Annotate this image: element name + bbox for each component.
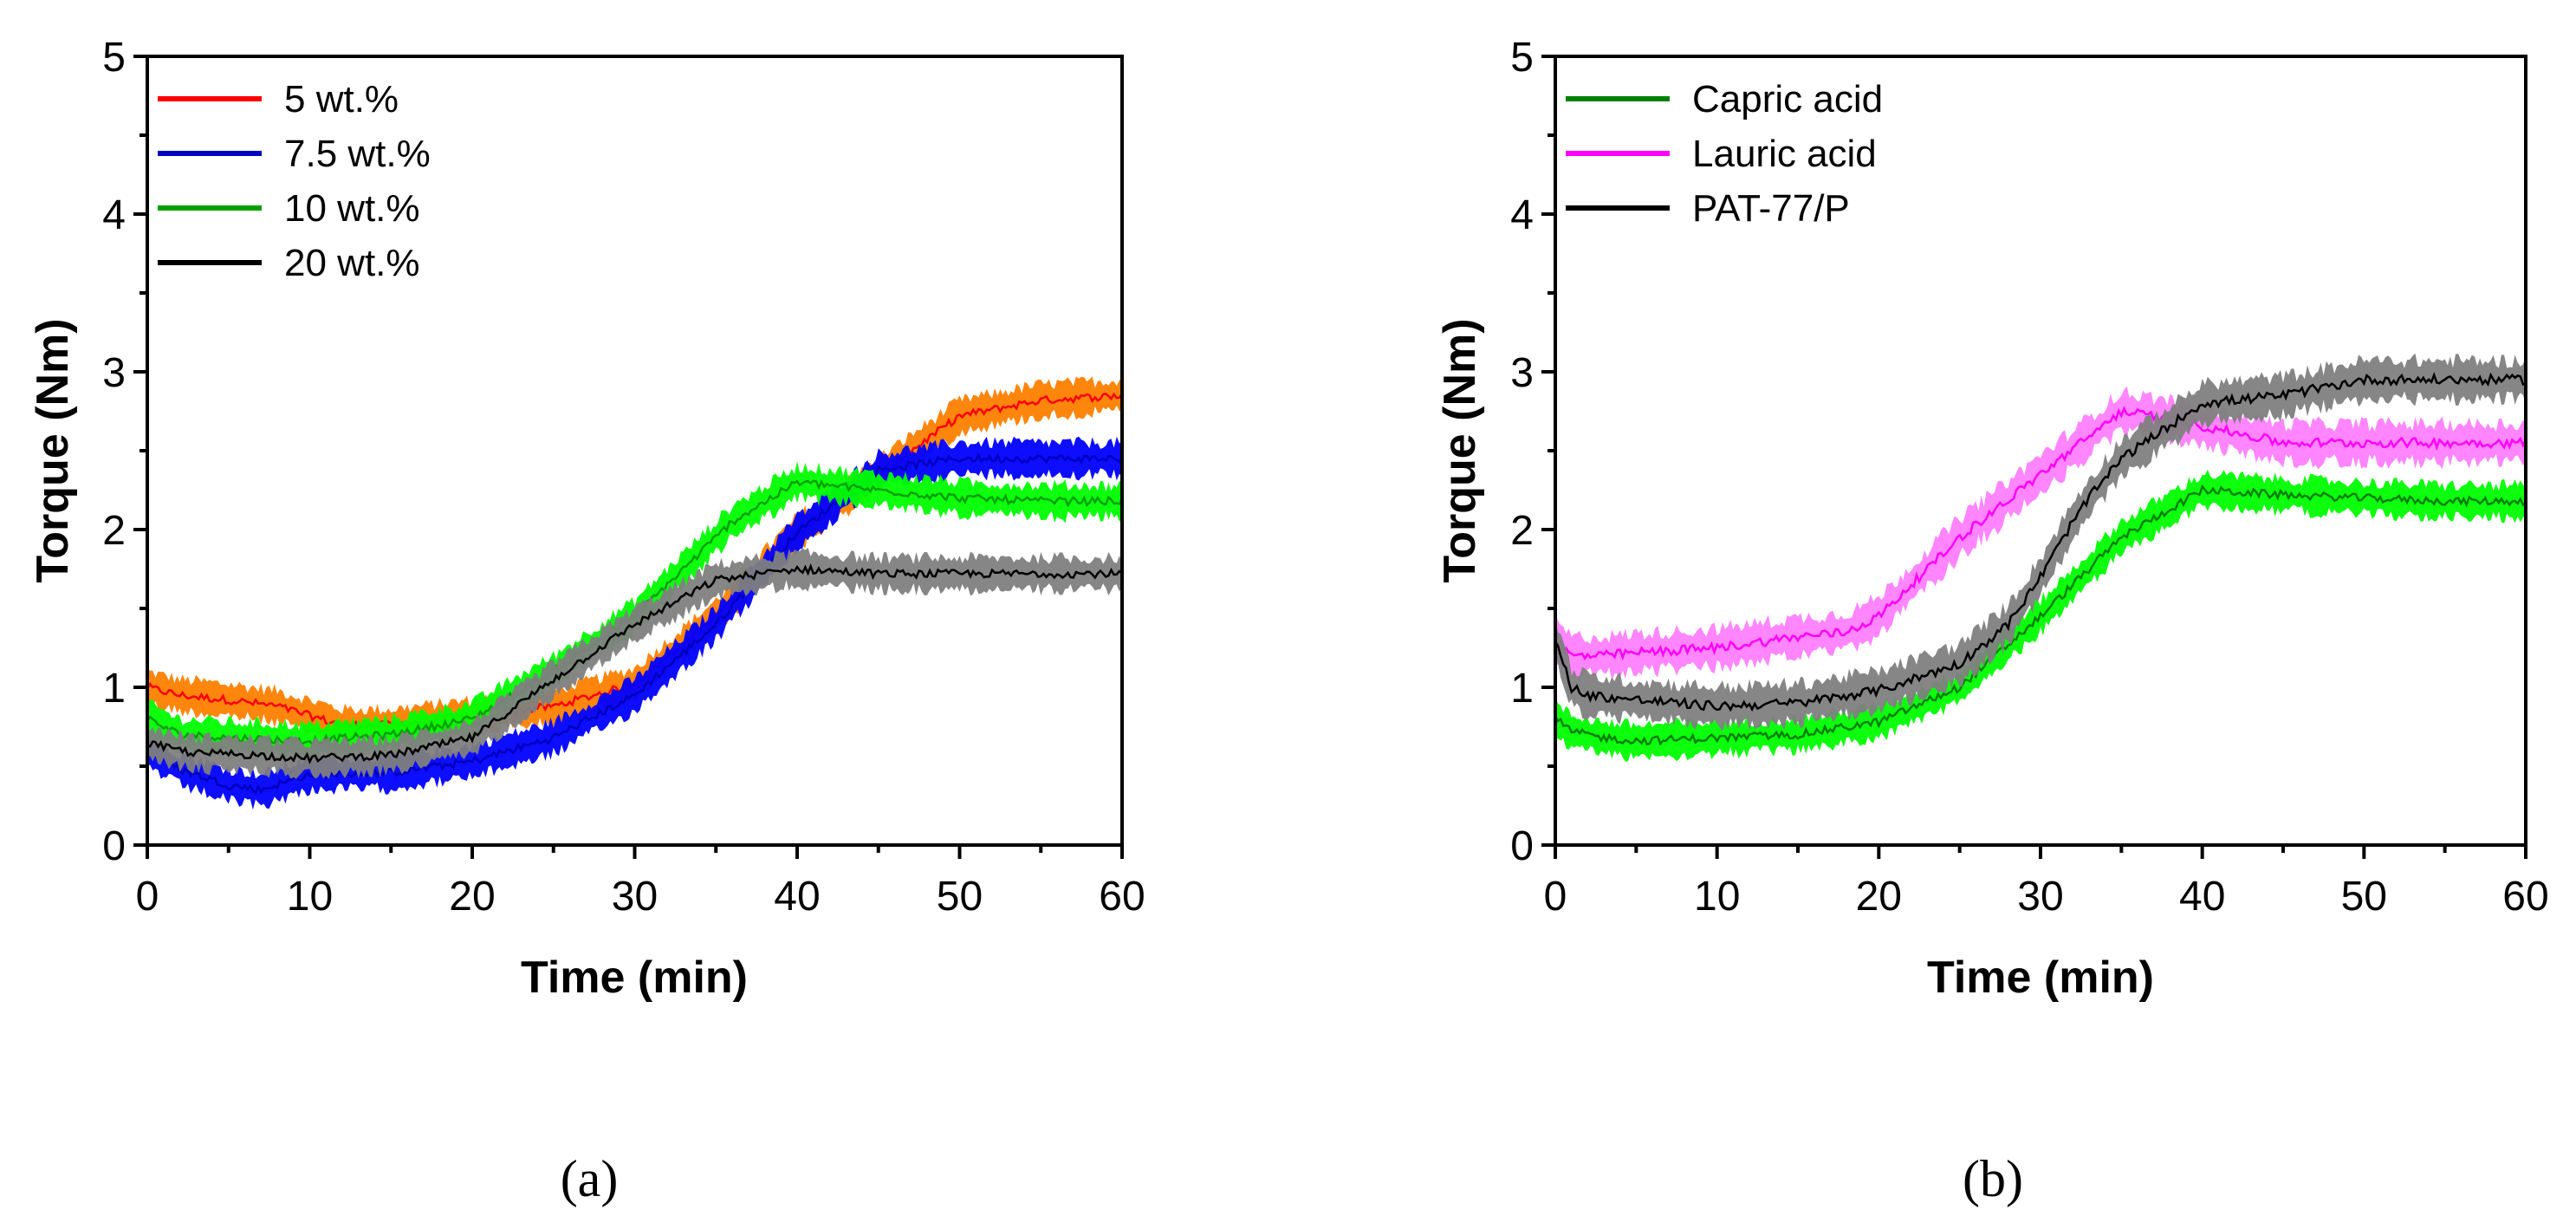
series-line-a-3 — [146, 562, 1123, 764]
x-tick-label: 20 — [449, 874, 495, 920]
y-tick-label: 3 — [102, 350, 126, 396]
x-tick-label: 50 — [2341, 874, 2387, 920]
plot-area-b — [1554, 353, 2527, 762]
axis-ticks-b — [1541, 55, 2527, 859]
plot-area-a — [146, 376, 1124, 810]
y-tick-label: 3 — [1510, 350, 1534, 396]
series-line-b-2 — [1554, 372, 2527, 712]
y-tick-label: 0 — [1510, 823, 1534, 869]
series-band-b-2 — [1555, 353, 2526, 732]
series-band-b-1 — [1555, 386, 2526, 681]
y-tick-label: 4 — [1510, 192, 1534, 238]
x-tick-label: 10 — [287, 874, 333, 920]
series-line-a-1 — [146, 452, 1124, 795]
y-tick-label: 0 — [102, 823, 126, 869]
x-tick-label: 50 — [937, 874, 983, 920]
series-line-b-0 — [1554, 484, 2527, 746]
legend-label: 7.5 wt.% — [284, 133, 431, 175]
x-tick-label: 40 — [2179, 874, 2225, 920]
x-tick-label: 60 — [1099, 874, 1145, 920]
x-tick-label: 20 — [1856, 874, 1902, 920]
y-tick-label: 5 — [102, 35, 126, 81]
series-band-a-3 — [147, 547, 1122, 779]
x-tick-label: 30 — [2017, 874, 2063, 920]
y-tick-label: 1 — [102, 666, 126, 712]
y-tick-labels-b: 0 1 2 3 4 5 — [1510, 35, 1534, 869]
x-tick-labels-b: 0 10 20 30 40 50 60 — [1544, 874, 2549, 920]
y-tick-labels-a: 0 1 2 3 4 5 — [102, 35, 126, 869]
chart-panel-b: 0 1 2 3 4 5 0 10 20 30 40 50 60 Time (mi… — [1435, 35, 2549, 1207]
legend-label: 5 wt.% — [284, 78, 399, 120]
legend-label: 10 wt.% — [284, 187, 420, 230]
chart-panel-a: 0 1 2 3 4 5 0 10 20 30 40 50 60 Time (mi… — [28, 35, 1145, 1207]
x-tick-label: 0 — [1544, 874, 1567, 920]
y-tick-label: 4 — [102, 192, 126, 238]
panel-caption-b: (b) — [1963, 1150, 2023, 1207]
legend-b: Capric acid Lauric acid PAT-77/P — [1566, 78, 1883, 230]
legend-label: PAT-77/P — [1692, 187, 1850, 230]
x-tick-label: 0 — [136, 874, 159, 920]
legend-label: Lauric acid — [1692, 133, 1877, 175]
legend-label: 20 wt.% — [284, 242, 420, 284]
y-tick-label: 2 — [102, 508, 126, 554]
y-axis-title-a: Torque (Nm) — [28, 318, 78, 582]
x-tick-label: 10 — [1694, 874, 1740, 920]
y-tick-label: 2 — [1510, 508, 1534, 554]
legend-label: Capric acid — [1692, 78, 1883, 120]
panel-caption-a: (a) — [561, 1150, 619, 1207]
series-band-a-1 — [147, 436, 1122, 810]
y-axis-title-b: Torque (Nm) — [1435, 318, 1485, 582]
x-axis-title-a: Time (min) — [521, 953, 748, 1003]
series-line-b-1 — [1554, 406, 2527, 661]
axis-ticks-a — [133, 55, 1124, 859]
x-tick-label: 60 — [2502, 874, 2548, 920]
legend-a: 5 wt.% 7.5 wt.% 10 wt.% 20 wt.% — [158, 78, 431, 284]
x-tick-labels-a: 0 10 20 30 40 50 60 — [136, 874, 1145, 920]
x-tick-label: 30 — [612, 874, 658, 920]
y-tick-label: 5 — [1510, 35, 1534, 81]
x-axis-title-b: Time (min) — [1927, 953, 2154, 1003]
y-tick-label: 1 — [1510, 666, 1534, 712]
x-tick-label: 40 — [774, 874, 820, 920]
